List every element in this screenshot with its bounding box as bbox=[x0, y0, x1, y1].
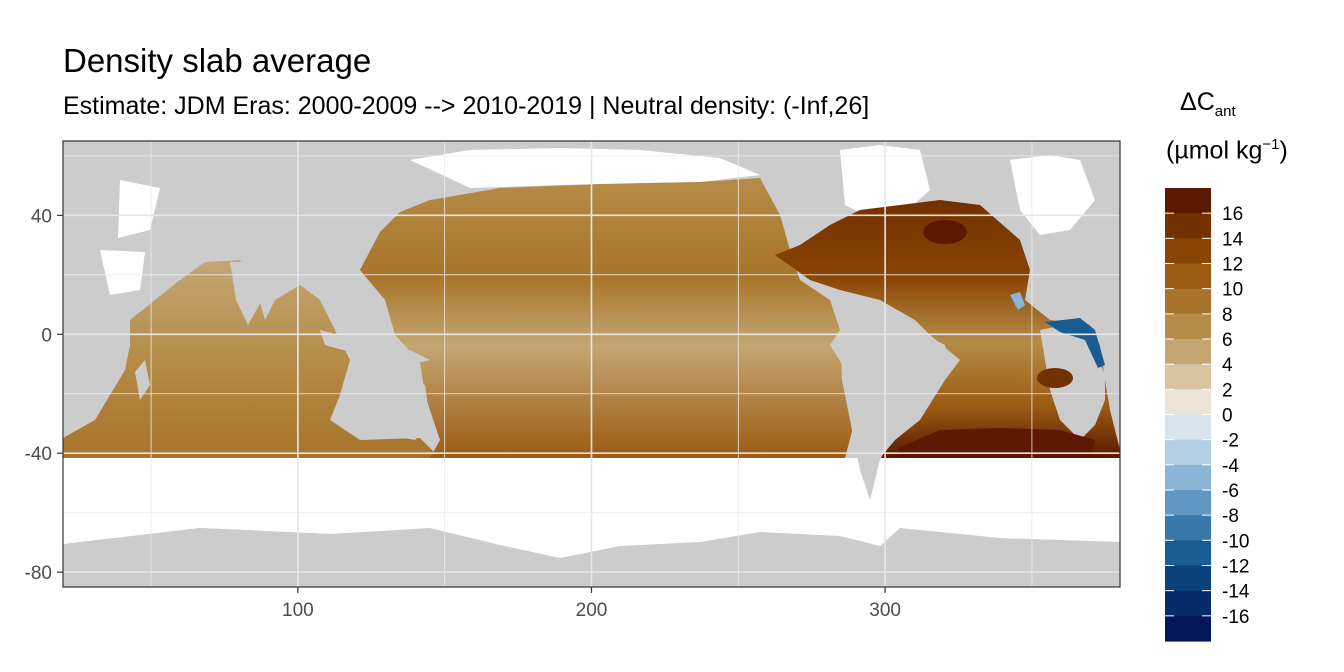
legend-swatch bbox=[1165, 515, 1211, 541]
legend-tick-label: 6 bbox=[1222, 330, 1233, 351]
legend-tick-label: -16 bbox=[1222, 607, 1249, 628]
legend-tick-label: -14 bbox=[1222, 582, 1250, 603]
india-land bbox=[230, 262, 262, 325]
legend-tick-label: -2 bbox=[1222, 431, 1239, 452]
legend-tick-label: -10 bbox=[1222, 531, 1249, 552]
legend-colorbar bbox=[1165, 188, 1211, 642]
legend-swatch bbox=[1165, 213, 1211, 239]
grid-lines bbox=[63, 141, 1120, 587]
y-tick-label: -40 bbox=[25, 444, 52, 465]
siberia-nodata bbox=[118, 180, 160, 238]
legend-tick-label: 2 bbox=[1222, 380, 1233, 401]
legend-swatch bbox=[1165, 439, 1211, 466]
x-axis: 100 200 300 bbox=[282, 587, 901, 621]
y-axis: 40 0 -40 -80 bbox=[25, 206, 63, 584]
legend-swatch bbox=[1165, 414, 1211, 441]
iberia-negative-strip bbox=[1010, 292, 1025, 310]
legend-swatch bbox=[1165, 313, 1211, 340]
legend-tick-label: -6 bbox=[1222, 481, 1239, 502]
indonesia-land bbox=[320, 330, 430, 365]
chart-subtitle: Estimate: JDM Eras: 2000-2009 --> 2010-2… bbox=[63, 92, 870, 120]
map-panel bbox=[63, 141, 1120, 587]
arctic-nodata bbox=[410, 148, 760, 188]
legend-unit: (µmol kg−1) bbox=[1166, 136, 1288, 165]
legend-tick-label: 10 bbox=[1222, 280, 1243, 301]
legend-ticks: 16 14 12 10 8 6 4 2 0 -2 -4 -6 -8 -10 -12 -14 -16 bbox=[1165, 204, 1250, 628]
south-america-land bbox=[840, 318, 950, 500]
legend-tick-label: -4 bbox=[1222, 456, 1239, 477]
australia-land bbox=[338, 370, 430, 440]
legend-swatch bbox=[1165, 238, 1211, 265]
north-africa-nodata bbox=[100, 250, 145, 295]
legend-swatch bbox=[1165, 389, 1211, 416]
atlantic-south-hotspot bbox=[1037, 368, 1073, 388]
legend-tick-label: 8 bbox=[1222, 305, 1233, 326]
legend-swatch bbox=[1165, 490, 1211, 516]
legend-tick-label: 12 bbox=[1222, 255, 1243, 276]
legend-tick-label: 4 bbox=[1222, 355, 1233, 376]
x-tick-label: 200 bbox=[576, 600, 608, 621]
legend-title: ΔCant bbox=[1180, 88, 1236, 120]
legend-tick-label: -12 bbox=[1222, 557, 1249, 578]
indian-ocean bbox=[63, 260, 440, 458]
y-tick-label: 0 bbox=[41, 325, 52, 346]
legend-swatch bbox=[1165, 263, 1211, 290]
legend-tick-label: -8 bbox=[1222, 506, 1239, 527]
y-tick-label: -80 bbox=[25, 563, 52, 584]
west-africa-negative-strip bbox=[1045, 318, 1105, 368]
x-tick-label: 100 bbox=[282, 600, 314, 621]
atlantic-south-band bbox=[898, 428, 1095, 458]
legend-tick-label: 0 bbox=[1222, 406, 1233, 427]
atlantic-north-hotspot bbox=[923, 220, 967, 244]
legend-swatch bbox=[1165, 464, 1211, 491]
legend-swatch bbox=[1165, 590, 1211, 617]
legend-swatch bbox=[1165, 339, 1211, 365]
legend-tick-label: 16 bbox=[1222, 204, 1243, 225]
y-tick-label: 40 bbox=[31, 206, 52, 227]
legend-swatch bbox=[1165, 288, 1211, 315]
legend-swatch bbox=[1165, 364, 1211, 390]
legend-swatch bbox=[1165, 188, 1211, 214]
legend-swatch bbox=[1165, 615, 1211, 642]
africa-land bbox=[1040, 325, 1105, 440]
legend-tick-label: 14 bbox=[1222, 229, 1244, 250]
x-tick-label: 300 bbox=[869, 600, 901, 621]
legend-swatch bbox=[1165, 540, 1211, 567]
pacific-ocean bbox=[360, 178, 855, 458]
madagascar-land bbox=[135, 360, 150, 400]
chart-title: Density slab average bbox=[63, 42, 372, 79]
legend-swatch bbox=[1165, 565, 1211, 592]
